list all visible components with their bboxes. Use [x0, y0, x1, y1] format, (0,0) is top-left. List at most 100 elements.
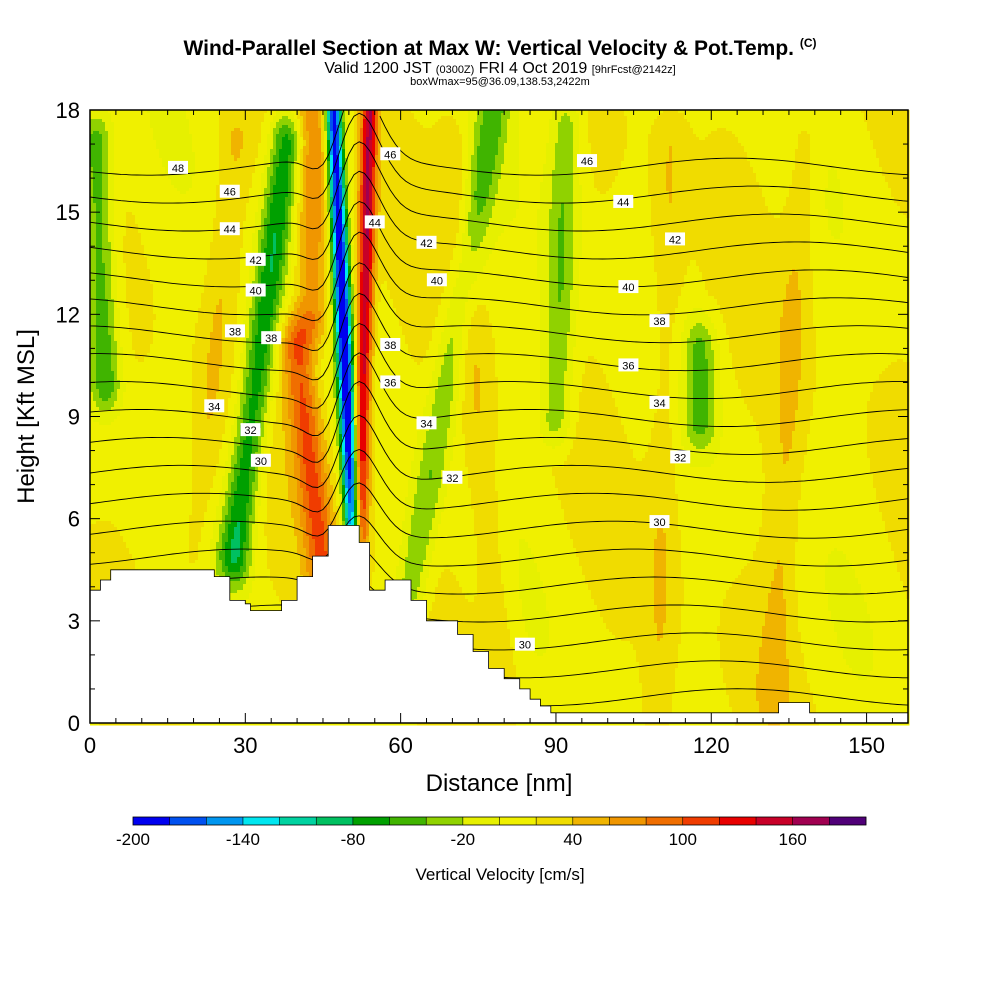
velocity-cell [99, 407, 103, 411]
velocity-cell [141, 194, 145, 198]
velocity-cell [162, 296, 166, 300]
velocity-cell [126, 116, 130, 120]
velocity-cell [114, 191, 118, 195]
velocity-cell [132, 272, 136, 276]
velocity-cell [132, 347, 136, 351]
velocity-cell [117, 329, 121, 333]
velocity-cell [153, 338, 157, 342]
velocity-cell [96, 284, 100, 288]
velocity-cell [159, 512, 163, 516]
velocity-cell [150, 338, 154, 342]
velocity-cell [126, 233, 130, 237]
velocity-cell [141, 293, 145, 297]
velocity-cell [138, 170, 142, 174]
velocity-cell [150, 449, 154, 453]
velocity-cell [135, 167, 139, 171]
velocity-cell [105, 227, 109, 231]
velocity-cell [105, 551, 109, 555]
velocity-cell [162, 170, 166, 174]
velocity-cell [96, 350, 100, 354]
velocity-cell [135, 272, 139, 276]
velocity-cell [159, 293, 163, 297]
velocity-cell [147, 470, 151, 474]
velocity-cell [114, 233, 118, 237]
velocity-cell [141, 509, 145, 513]
velocity-cell [93, 509, 97, 513]
velocity-cell [123, 320, 127, 324]
velocity-cell [111, 467, 115, 471]
velocity-cell [147, 122, 151, 126]
velocity-cell [138, 458, 142, 462]
velocity-cell [120, 152, 124, 156]
velocity-cell [117, 401, 121, 405]
velocity-cell [153, 512, 157, 516]
velocity-cell [138, 545, 142, 549]
velocity-cell [144, 185, 148, 189]
velocity-cell [150, 377, 154, 381]
velocity-cell [108, 566, 112, 570]
velocity-cell [144, 248, 148, 252]
velocity-cell [138, 404, 142, 408]
velocity-cell [135, 509, 139, 513]
velocity-cell [159, 401, 163, 405]
velocity-cell [111, 323, 115, 327]
velocity-cell [141, 461, 145, 465]
velocity-cell [99, 512, 103, 516]
velocity-cell [117, 341, 121, 345]
velocity-cell [153, 560, 157, 564]
velocity-cell [102, 188, 106, 192]
velocity-cell [99, 113, 103, 117]
velocity-cell [102, 149, 106, 153]
velocity-cell [120, 329, 124, 333]
velocity-cell [135, 281, 139, 285]
velocity-cell [123, 473, 127, 477]
velocity-cell [159, 137, 163, 141]
velocity-cell [120, 449, 124, 453]
velocity-cell [120, 563, 124, 567]
velocity-cell [111, 332, 115, 336]
velocity-cell [93, 437, 97, 441]
velocity-cell [141, 362, 145, 366]
velocity-cell [108, 296, 112, 300]
velocity-cell [96, 248, 100, 252]
velocity-cell [144, 401, 148, 405]
velocity-cell [123, 443, 127, 447]
velocity-cell [150, 212, 154, 216]
velocity-cell [144, 113, 148, 117]
velocity-cell [123, 329, 127, 333]
velocity-cell [99, 485, 103, 489]
velocity-cell [117, 260, 121, 264]
velocity-cell [159, 320, 163, 324]
velocity-cell [114, 317, 118, 321]
velocity-cell [138, 137, 142, 141]
velocity-cell [117, 182, 121, 186]
velocity-cell [123, 554, 127, 558]
velocity-cell [102, 389, 106, 393]
velocity-cell [108, 470, 112, 474]
velocity-cell [123, 116, 127, 120]
velocity-cell [135, 263, 139, 267]
velocity-cell [150, 566, 154, 570]
velocity-cell [99, 311, 103, 315]
velocity-cell [156, 272, 160, 276]
velocity-cell [117, 197, 121, 201]
velocity-cell [120, 476, 124, 480]
velocity-cell [96, 353, 100, 357]
velocity-cell [153, 323, 157, 327]
velocity-cell [144, 218, 148, 222]
velocity-cell [105, 149, 109, 153]
velocity-cell [90, 566, 94, 570]
velocity-cell [138, 113, 142, 117]
velocity-cell [153, 473, 157, 477]
velocity-cell [90, 377, 94, 381]
velocity-cell [147, 155, 151, 159]
velocity-cell [111, 539, 115, 543]
velocity-cell [120, 191, 124, 195]
velocity-cell [108, 110, 112, 114]
velocity-cell [141, 389, 145, 393]
velocity-cell [123, 545, 127, 549]
velocity-cell [159, 455, 163, 459]
velocity-cell [102, 140, 106, 144]
velocity-cell [99, 188, 103, 192]
